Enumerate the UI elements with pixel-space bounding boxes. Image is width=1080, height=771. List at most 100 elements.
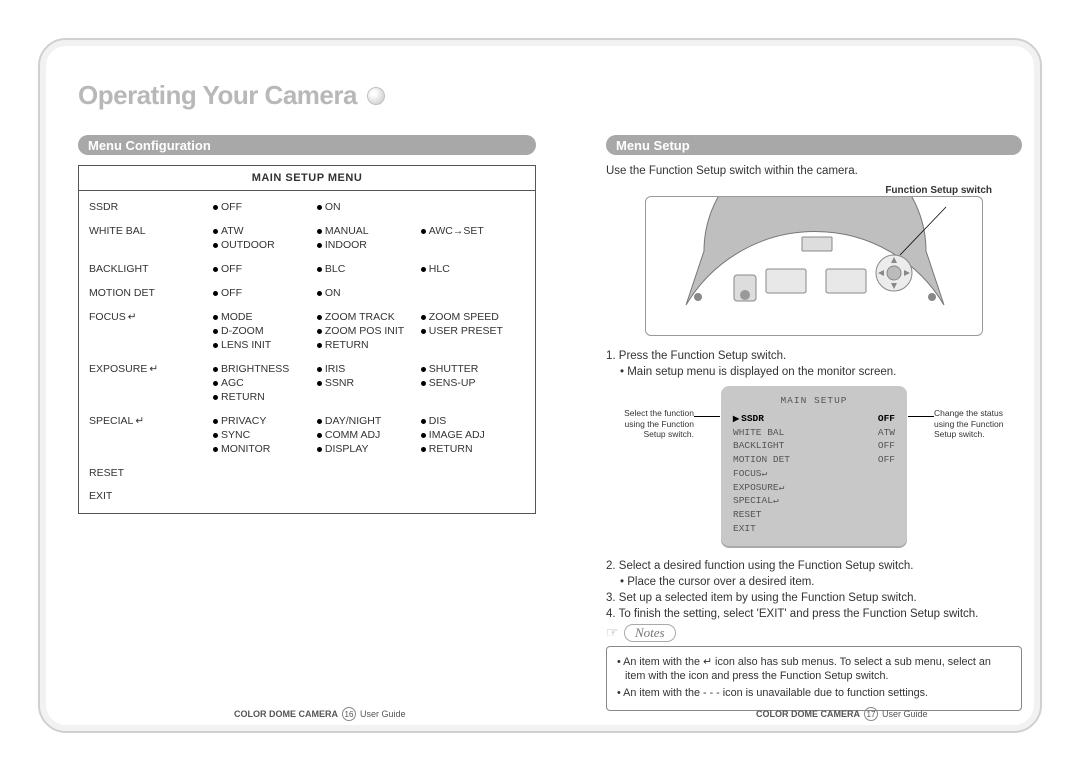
bullet-icon	[213, 291, 218, 296]
bullet-icon	[421, 315, 426, 320]
footer-left: COLOR DOME CAMERA 16 User Guide	[234, 707, 406, 721]
row-label: SPECIAL↵	[89, 414, 213, 427]
osd-title: MAIN SETUP	[733, 394, 895, 408]
step-4: 4. To finish the setting, select 'EXIT' …	[606, 608, 1022, 620]
option-item: INDOOR	[317, 238, 421, 252]
option-text: IRIS	[325, 363, 345, 375]
bullet-icon	[421, 447, 426, 452]
bullet-icon	[213, 329, 218, 334]
option-text: RETURN	[221, 391, 265, 403]
row-label: EXPOSURE↵	[89, 362, 213, 375]
leader-left-icon	[694, 416, 720, 417]
table-header: MAIN SETUP MENU	[79, 166, 535, 191]
bullet-icon	[213, 433, 218, 438]
row-label: SSDR	[89, 200, 213, 213]
bullet-icon	[421, 367, 426, 372]
section-menu-configuration: Menu Configuration	[78, 135, 536, 155]
option-item: SHUTTER	[421, 362, 525, 376]
osd-row: FOCUS↵	[733, 467, 895, 481]
option-text: SHUTTER	[429, 363, 479, 375]
bullet-icon	[317, 433, 322, 438]
row-label: WHITE BAL	[89, 224, 213, 237]
osd-label: MOTION DET	[733, 453, 790, 467]
title-dot-icon	[367, 87, 385, 105]
page-title-row: Operating Your Camera	[78, 80, 385, 111]
option-text: INDOOR	[325, 239, 367, 251]
page-title: Operating Your Camera	[78, 80, 357, 111]
footer-product: COLOR DOME CAMERA	[234, 709, 338, 719]
right-column: Menu Setup Use the Function Setup switch…	[606, 135, 1022, 711]
osd-screen: MAIN SETUP ▶SSDROFFWHITE BALATWBACKLIGHT…	[721, 386, 907, 546]
left-column: Menu Configuration MAIN SETUP MENU SSDR O…	[78, 135, 536, 514]
option-text: ZOOM TRACK	[325, 311, 395, 323]
option-item: OUTDOOR	[213, 238, 317, 252]
option-item: D-ZOOM	[213, 324, 317, 338]
option-text: AWC→SET	[429, 225, 484, 237]
notes-tag: ☞ Notes	[606, 624, 676, 642]
option-item: MODE	[213, 310, 317, 324]
bullet-icon	[317, 447, 322, 452]
bullet-icon	[421, 419, 426, 424]
footer-guide: User Guide	[360, 709, 406, 719]
option-text: DIS	[429, 415, 447, 427]
option-item: USER PRESET	[421, 324, 525, 338]
page-number-left: 16	[342, 707, 356, 721]
bullet-icon	[213, 367, 218, 372]
option-item: AGC	[213, 376, 317, 390]
table-row: MOTION DETOFFON	[79, 281, 535, 305]
option-item: SSNR	[317, 376, 421, 390]
intro-text: Use the Function Setup switch within the…	[606, 165, 1022, 177]
option-text: HLC	[429, 263, 450, 275]
option-item: IRIS	[317, 362, 421, 376]
bullet-icon	[317, 267, 322, 272]
option-text: OFF	[221, 287, 242, 299]
step-3: 3. Set up a selected item by using the F…	[606, 592, 1022, 604]
cursor-icon: ▶	[733, 414, 739, 423]
table-row: RESET	[79, 461, 535, 484]
osd-label: EXIT	[733, 522, 756, 536]
function-switch-diagram	[645, 196, 983, 336]
bullet-icon	[421, 381, 426, 386]
row-label: FOCUS↵	[89, 310, 213, 323]
row-options: OFFBLCHLC	[213, 262, 525, 276]
bullet-icon	[317, 243, 322, 248]
bullet-icon	[213, 267, 218, 272]
table-row: FOCUS↵MODEZOOM TRACKZOOM SPEEDD-ZOOMZOOM…	[79, 305, 535, 357]
function-switch-label: Function Setup switch	[606, 185, 992, 196]
row-options: PRIVACYDAY/NIGHTDISSYNCCOMM ADJIMAGE ADJ…	[213, 414, 525, 456]
main-setup-menu-table: MAIN SETUP MENU SSDROFFONWHITE BALATWMAN…	[78, 165, 536, 514]
option-item: OFF	[213, 286, 317, 300]
osd-label: BACKLIGHT	[733, 439, 784, 453]
option-text: ATW	[221, 225, 244, 237]
note-item: • An item with the - - - icon is unavail…	[617, 686, 1011, 701]
option-text: AGC	[221, 377, 244, 389]
option-item: SYNC	[213, 428, 317, 442]
osd-label: WHITE BAL	[733, 426, 784, 440]
option-item: BLC	[317, 262, 421, 276]
option-item: DAY/NIGHT	[317, 414, 421, 428]
osd-row: BACKLIGHTOFF	[733, 439, 895, 453]
osd-label: ▶SSDR	[733, 412, 764, 426]
option-item: ZOOM TRACK	[317, 310, 421, 324]
option-text: IMAGE ADJ	[429, 429, 485, 441]
option-text: OFF	[221, 201, 242, 213]
option-text: MONITOR	[221, 443, 270, 455]
option-item: ON	[317, 286, 421, 300]
option-item: AWC→SET	[421, 224, 525, 238]
row-options: ATWMANUALAWC→SETOUTDOORINDOOR	[213, 224, 525, 252]
table-row: SSDROFFON	[79, 195, 535, 219]
option-text: RETURN	[429, 443, 473, 455]
bullet-icon	[317, 381, 322, 386]
option-item: IMAGE ADJ	[421, 428, 525, 442]
option-item: DIS	[421, 414, 525, 428]
option-item: ATW	[213, 224, 317, 238]
option-item: PRIVACY	[213, 414, 317, 428]
table-row: EXIT	[79, 484, 535, 507]
option-text: ZOOM POS INIT	[325, 325, 404, 337]
row-label: EXIT	[89, 489, 213, 502]
bullet-icon	[213, 395, 218, 400]
osd-row: SPECIAL↵	[733, 494, 895, 508]
submenu-icon: ↵	[135, 415, 144, 427]
footer-right: COLOR DOME CAMERA 17 User Guide	[756, 707, 928, 721]
side-note-right: Change the status using the Function Set…	[934, 408, 1022, 440]
